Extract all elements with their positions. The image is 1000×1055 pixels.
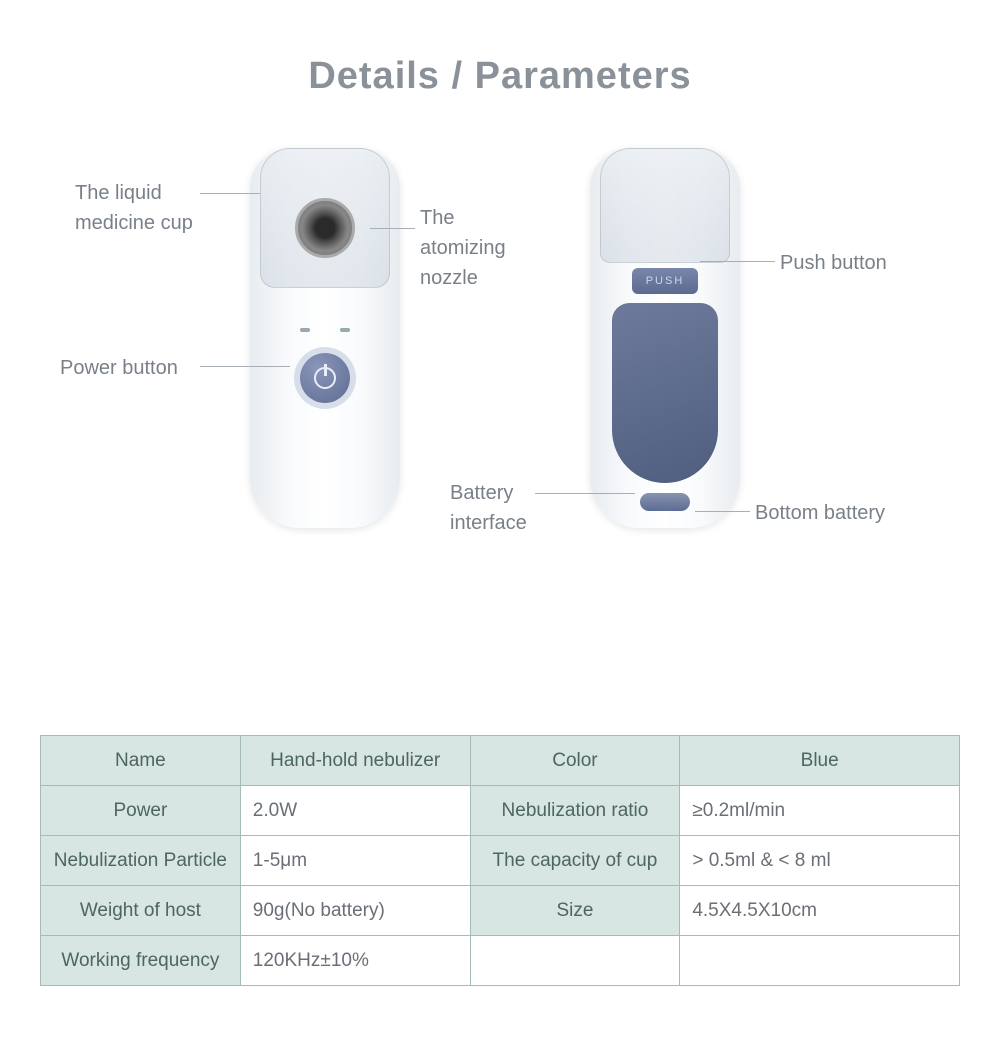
device-back-view: PUSH bbox=[590, 148, 740, 528]
table-row: Weight of host 90g(No battery) Size 4.5X… bbox=[41, 886, 960, 936]
spec-key: Color bbox=[470, 736, 680, 786]
indicator-leds bbox=[300, 328, 350, 332]
table-row: Working frequency 120KHz±10% bbox=[41, 936, 960, 986]
spec-key: Nebulization ratio bbox=[470, 786, 680, 836]
leader-line bbox=[200, 193, 260, 194]
leader-line bbox=[535, 493, 635, 494]
spec-value: 2.0W bbox=[240, 786, 470, 836]
spec-value: 90g(No battery) bbox=[240, 886, 470, 936]
spec-key: Power bbox=[41, 786, 241, 836]
label-liquid-cup: The liquid medicine cup bbox=[75, 178, 193, 238]
spec-value: Blue bbox=[680, 736, 960, 786]
leader-line bbox=[700, 261, 775, 262]
spec-value: 120KHz±10% bbox=[240, 936, 470, 986]
label-push-button: Push button bbox=[780, 248, 887, 278]
spec-value: 1-5μm bbox=[240, 836, 470, 886]
spec-value: > 0.5ml & < 8 ml bbox=[680, 836, 960, 886]
medicine-cup-back bbox=[600, 148, 730, 263]
device-front-view bbox=[250, 148, 400, 528]
back-panel bbox=[612, 303, 718, 483]
table-row: Power 2.0W Nebulization ratio ≥0.2ml/min bbox=[41, 786, 960, 836]
label-battery-interface: Battery interface bbox=[450, 478, 527, 538]
spec-key: Working frequency bbox=[41, 936, 241, 986]
specifications-table: Name Hand-hold nebulizer Color Blue Powe… bbox=[40, 735, 960, 986]
spec-value bbox=[680, 936, 960, 986]
power-button-shape bbox=[300, 353, 350, 403]
spec-value: Hand-hold nebulizer bbox=[240, 736, 470, 786]
atomizing-nozzle-shape bbox=[295, 198, 355, 258]
push-button-shape: PUSH bbox=[632, 268, 698, 294]
leader-line bbox=[200, 366, 290, 367]
label-bottom-battery: Bottom battery bbox=[755, 498, 885, 528]
spec-key: Weight of host bbox=[41, 886, 241, 936]
spec-key: The capacity of cup bbox=[470, 836, 680, 886]
table-row: Name Hand-hold nebulizer Color Blue bbox=[41, 736, 960, 786]
spec-key: Nebulization Particle bbox=[41, 836, 241, 886]
power-icon bbox=[314, 367, 336, 389]
spec-value: 4.5X4.5X10cm bbox=[680, 886, 960, 936]
battery-slot-shape bbox=[640, 493, 690, 511]
label-atomizing-nozzle: The atomizing nozzle bbox=[420, 203, 506, 293]
leader-line bbox=[695, 511, 750, 512]
spec-value: ≥0.2ml/min bbox=[680, 786, 960, 836]
page-title: Details / Parameters bbox=[0, 55, 1000, 98]
product-diagram: PUSH The liquid medicine cup The atomizi… bbox=[0, 128, 1000, 628]
spec-key bbox=[470, 936, 680, 986]
label-power-button: Power button bbox=[60, 353, 178, 383]
leader-line bbox=[370, 228, 415, 229]
spec-key: Size bbox=[470, 886, 680, 936]
spec-key: Name bbox=[41, 736, 241, 786]
table-row: Nebulization Particle 1-5μm The capacity… bbox=[41, 836, 960, 886]
